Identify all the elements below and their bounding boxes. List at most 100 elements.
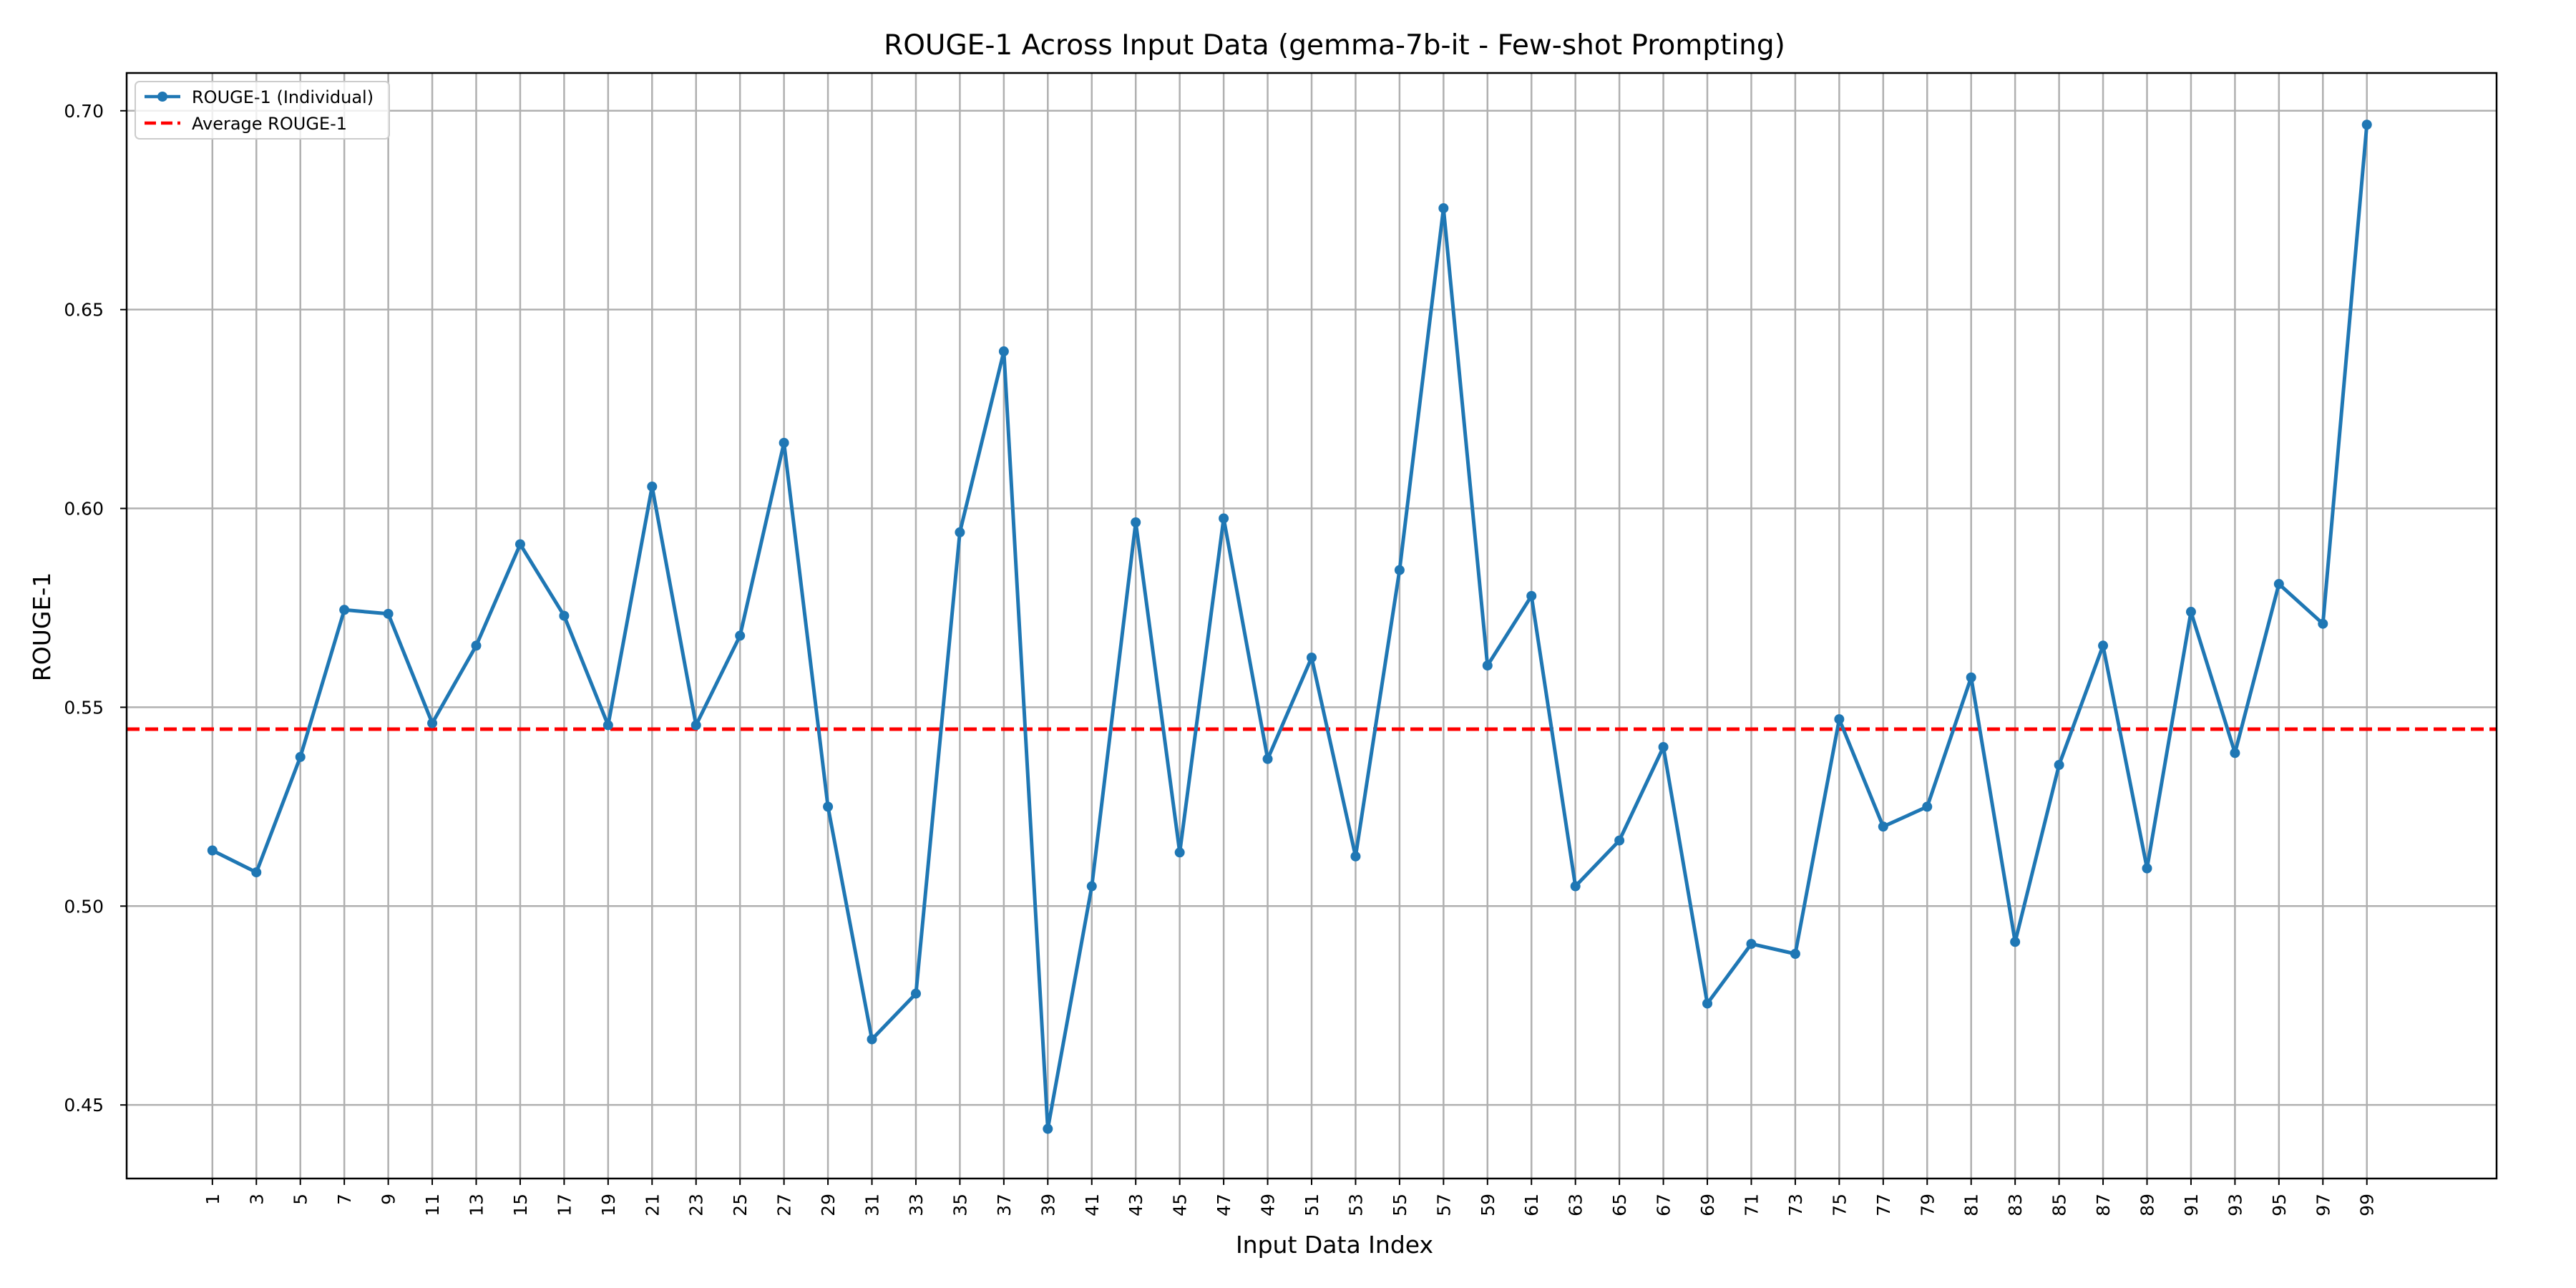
data-point <box>1438 203 1449 213</box>
x-tick-label: 3 <box>246 1194 267 1205</box>
data-point <box>2054 760 2064 771</box>
x-tick-label: 17 <box>554 1194 575 1216</box>
x-tick-label: 7 <box>334 1194 355 1205</box>
data-point <box>1526 590 1537 601</box>
x-tick-label: 57 <box>1433 1194 1454 1216</box>
x-tick-label: 33 <box>906 1194 927 1216</box>
data-point <box>779 437 789 448</box>
x-tick-label: 65 <box>1609 1194 1630 1216</box>
data-point <box>1570 881 1581 892</box>
x-tick-label: 41 <box>1082 1194 1103 1216</box>
data-point <box>514 539 525 550</box>
x-tick-label: 81 <box>1961 1194 1982 1216</box>
series-line-individual <box>211 124 2369 1131</box>
x-tick-label: 79 <box>1917 1194 1938 1216</box>
data-point <box>383 608 394 619</box>
data-point <box>559 610 570 621</box>
y-tick-label: 0.50 <box>64 896 104 917</box>
x-tick-label: 51 <box>1302 1194 1322 1216</box>
data-point <box>910 988 921 999</box>
data-point <box>207 845 218 856</box>
data-point <box>2185 607 2196 618</box>
data-point <box>1174 847 1185 858</box>
data-point <box>1086 881 1097 892</box>
data-point <box>1966 672 1976 683</box>
data-point <box>1131 517 1141 528</box>
series-layer <box>207 119 2372 1134</box>
x-tick-label: 59 <box>1478 1194 1498 1216</box>
data-point <box>691 720 701 731</box>
legend: ROUGE-1 (Individual) Average ROUGE-1 <box>135 81 390 140</box>
x-tick-label: 5 <box>291 1194 311 1205</box>
data-point <box>1482 660 1493 671</box>
data-point <box>735 630 746 641</box>
x-axis-ticks: 1 3 5 7 9 11 13 15 17 19 21 23 25 27 29 31 33 35 37 39 41 43 4… <box>203 1179 2378 1216</box>
x-tick-label: 89 <box>2137 1194 2157 1216</box>
data-point <box>2098 640 2109 651</box>
x-tick-label: 9 <box>379 1194 399 1205</box>
x-tick-label: 99 <box>2357 1194 2378 1216</box>
y-tick-label: 0.45 <box>64 1095 104 1116</box>
data-point <box>1219 513 1229 524</box>
x-tick-label: 1 <box>203 1194 223 1205</box>
data-point <box>2230 748 2240 758</box>
y-tick-label: 0.65 <box>64 300 104 321</box>
x-tick-label: 23 <box>686 1194 707 1216</box>
data-point <box>1922 801 1933 812</box>
data-point <box>1350 851 1361 862</box>
data-point <box>1394 565 1405 575</box>
x-tick-label: 75 <box>1829 1194 1850 1216</box>
x-tick-label: 47 <box>1214 1194 1234 1216</box>
data-point <box>339 605 350 615</box>
data-point <box>295 751 306 762</box>
x-tick-label: 27 <box>774 1194 795 1216</box>
data-point <box>602 720 613 731</box>
data-point <box>1878 821 1888 832</box>
data-point <box>1790 948 1800 959</box>
data-point <box>2010 937 2021 947</box>
x-tick-label: 85 <box>2049 1194 2070 1216</box>
data-point <box>867 1034 877 1045</box>
x-tick-label: 61 <box>1521 1194 1542 1216</box>
x-tick-label: 97 <box>2313 1194 2333 1216</box>
x-tick-label: 39 <box>1038 1194 1058 1216</box>
data-point <box>1746 939 1757 950</box>
x-tick-label: 93 <box>2225 1194 2245 1216</box>
data-point <box>955 527 965 537</box>
x-tick-label: 31 <box>862 1194 883 1216</box>
legend-label-average: Average ROUGE-1 <box>192 114 347 134</box>
x-tick-label: 11 <box>422 1194 443 1216</box>
data-point <box>1614 835 1625 846</box>
x-tick-label: 49 <box>1258 1194 1279 1216</box>
x-tick-label: 83 <box>2005 1194 2026 1216</box>
y-tick-label: 0.55 <box>64 697 104 718</box>
data-point <box>251 867 262 878</box>
data-point <box>823 801 834 812</box>
x-tick-label: 55 <box>1390 1194 1410 1216</box>
x-tick-label: 29 <box>818 1194 839 1216</box>
legend-label-individual: ROUGE-1 (Individual) <box>192 87 374 107</box>
x-tick-label: 69 <box>1697 1194 1718 1216</box>
x-tick-label: 43 <box>1126 1194 1146 1216</box>
data-point <box>471 640 482 651</box>
chart-title: ROUGE-1 Across Input Data (gemma-7b-it -… <box>884 29 1785 62</box>
data-point <box>2273 579 2284 590</box>
x-tick-label: 53 <box>1345 1194 1366 1216</box>
x-tick-label: 35 <box>950 1194 970 1216</box>
data-point <box>2318 618 2328 629</box>
data-point <box>1307 652 1317 663</box>
legend-box <box>135 81 390 140</box>
data-point <box>1658 742 1669 753</box>
data-point <box>2142 863 2152 874</box>
data-point <box>1262 753 1273 764</box>
x-tick-label: 71 <box>1741 1194 1762 1216</box>
data-point <box>427 718 438 728</box>
x-tick-label: 45 <box>1170 1194 1191 1216</box>
x-tick-label: 37 <box>994 1194 1015 1216</box>
data-point <box>647 481 658 492</box>
data-point <box>1834 714 1845 725</box>
y-tick-label: 0.60 <box>64 499 104 519</box>
legend-marker-individual <box>157 92 167 102</box>
